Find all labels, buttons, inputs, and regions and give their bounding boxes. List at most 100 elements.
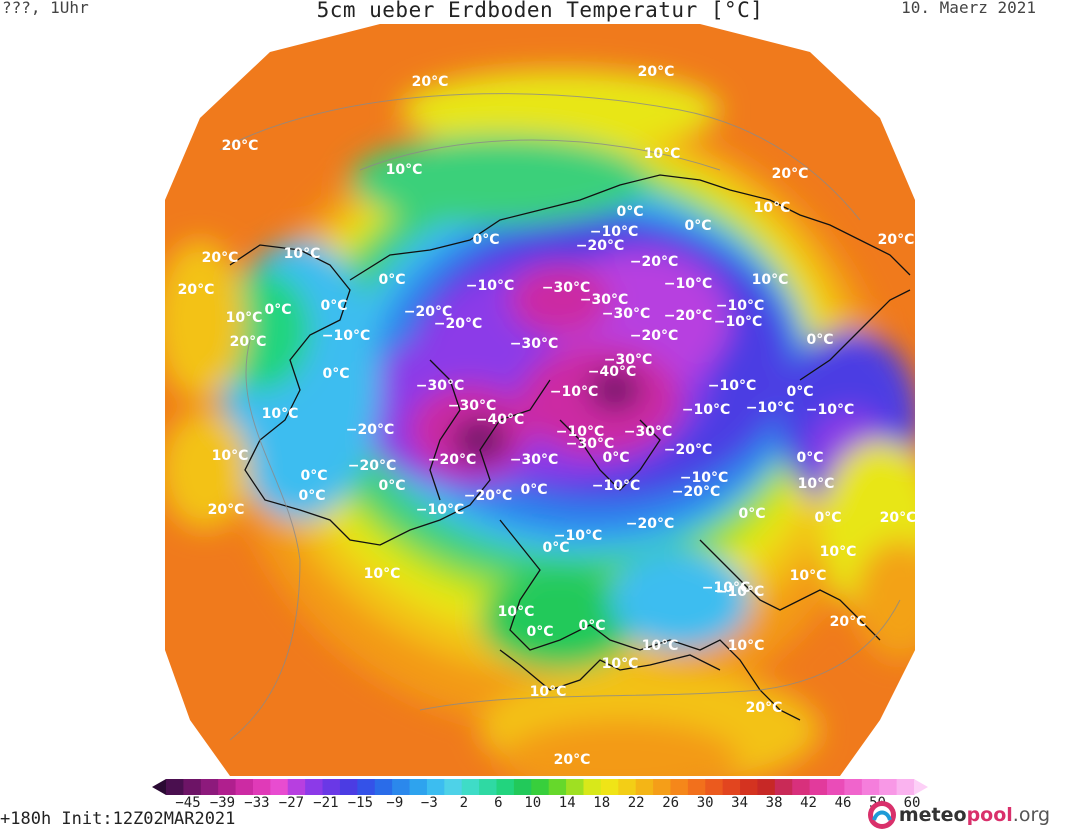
isotherm-label: 0°C [814, 510, 841, 526]
isotherm-label: 20°C [772, 166, 809, 182]
legend-tick-label: 42 [800, 795, 817, 811]
isotherm-label: −10°C [554, 528, 603, 544]
legend-swatch [774, 779, 793, 795]
meteopool-logo-icon [867, 801, 896, 829]
isotherm-label: −20°C [434, 316, 483, 332]
meteopool-logo[interactable]: meteopool.org [867, 800, 1050, 830]
legend-swatch [357, 779, 376, 795]
map-title: 5cm ueber Erdboden Temperatur [°C] [316, 0, 764, 22]
temperature-map: 20°C20°C20°C10°C10°C20°C10°C0°C−10°C 0°C0… [165, 24, 915, 776]
legend-tick-label: 38 [765, 795, 783, 811]
legend-swatch [879, 779, 898, 795]
isotherm-label: −10°C [708, 378, 757, 394]
isotherm-label: 0°C [616, 204, 643, 220]
isotherm-label: 20°C [222, 138, 259, 154]
isotherm-label: −20°C [348, 458, 397, 474]
legend-swatch [200, 779, 219, 795]
legend-swatch [444, 779, 463, 795]
isotherm-label: −30°C [580, 292, 629, 308]
isotherm-label: 20°C [746, 700, 783, 716]
isotherm-label: 10°C [602, 656, 639, 672]
color-legend-ticks: −45 −39 −33 −27 −21 −15 −9 −3 2 6 10 14 18 22 26 30 34 38… [152, 795, 928, 813]
isotherm-label: 10°C [752, 272, 789, 288]
legend-swatch [531, 779, 550, 795]
legend-tick-label: 6 [494, 795, 503, 811]
isotherm-label: 20°C [202, 250, 239, 266]
forecast-init-label: +180h Init:12Z02MAR2021 [0, 809, 236, 829]
isotherm-label: −20°C [576, 238, 625, 254]
isotherm-label: 0°C [520, 482, 547, 498]
isotherm-label: 10°C [798, 476, 835, 492]
legend-tick-label: 34 [731, 795, 749, 811]
legend-swatch [792, 779, 811, 795]
legend-swatch [740, 779, 759, 795]
legend-swatch [566, 779, 585, 795]
temperature-field: 20°C20°C20°C10°C10°C20°C10°C0°C−10°C 0°C0… [165, 24, 915, 776]
isotherm-label: −30°C [510, 452, 559, 468]
legend-tick-label: −33 [244, 795, 270, 811]
isotherm-label: −10°C [550, 384, 599, 400]
legend-tick-label: 30 [696, 795, 714, 811]
valid-date: 10. Maerz 2021 [901, 0, 1036, 17]
legend-tick-label: −39 [209, 795, 236, 811]
isotherm-label: 20°C [412, 74, 449, 90]
isotherm-label: 0°C [526, 624, 553, 640]
legend-swatch [409, 779, 428, 795]
isotherm-label: −20°C [464, 488, 513, 504]
color-legend-bar [152, 779, 928, 795]
legend-tick-label: −21 [313, 795, 339, 811]
isotherm-label: 10°C [284, 246, 321, 262]
isotherm-label: −30°C [542, 280, 591, 296]
isotherm-label: 10°C [212, 448, 249, 464]
legend-swatch [844, 779, 863, 795]
isotherm-label: 10°C [498, 604, 535, 620]
legend-swatch [687, 779, 706, 795]
isotherm-label: 0°C [298, 488, 325, 504]
isotherm-label: 10°C [226, 310, 263, 326]
isotherm-label: −10°C [556, 424, 605, 440]
isotherm-label: 0°C [738, 506, 765, 522]
isotherm-label: 10°C [642, 638, 679, 654]
isotherm-label: −20°C [664, 308, 713, 324]
legend-arrow-high [914, 779, 928, 795]
legend-swatch [653, 779, 672, 795]
isotherm-label: 10°C [728, 638, 765, 654]
isotherm-label: 10°C [754, 200, 791, 216]
isotherm-label: −20°C [672, 484, 721, 500]
isotherm-label: 20°C [208, 502, 245, 518]
legend-swatch [513, 779, 532, 795]
isotherm-label: −20°C [404, 304, 453, 320]
isotherm-label: 10°C [644, 146, 681, 162]
isotherm-label: 20°C [878, 232, 915, 248]
isotherm-label: 0°C [796, 450, 823, 466]
legend-tick-label: 26 [662, 795, 680, 811]
legend-swatch [809, 779, 828, 795]
legend-swatch [218, 779, 237, 795]
isotherm-label: −10°C [716, 584, 765, 600]
legend-swatch [183, 779, 202, 795]
legend-tick-label: 14 [558, 795, 576, 811]
isotherm-labels: 20°C20°C20°C10°C10°C20°C10°C0°C−10°C 0°C0… [178, 64, 915, 768]
isotherm-label: −30°C [566, 436, 615, 452]
isotherm-label: 0°C [378, 478, 405, 494]
isotherm-label: −10°C [592, 478, 641, 494]
isotherm-label: 0°C [602, 450, 629, 466]
isotherm-label: −10°C [322, 328, 371, 344]
isotherm-label: 10°C [790, 568, 827, 584]
legend-tick-label: −9 [386, 795, 404, 811]
isotherm-label: 20°C [230, 334, 267, 350]
isotherm-label: 20°C [178, 282, 215, 298]
legend-swatch [235, 779, 254, 795]
legend-tick-label: 46 [834, 795, 852, 811]
legend-swatch [827, 779, 846, 795]
legend-swatch [548, 779, 567, 795]
isotherm-label: −10°C [466, 278, 515, 294]
legend-swatch [270, 779, 289, 795]
legend-swatch [461, 779, 480, 795]
isotherm-label: −20°C [630, 254, 679, 270]
isotherm-label: 0°C [806, 332, 833, 348]
isolines [219, 93, 901, 741]
legend-swatch [583, 779, 602, 795]
isotherm-label: 0°C [684, 218, 711, 234]
isotherm-label: 20°C [638, 64, 675, 80]
